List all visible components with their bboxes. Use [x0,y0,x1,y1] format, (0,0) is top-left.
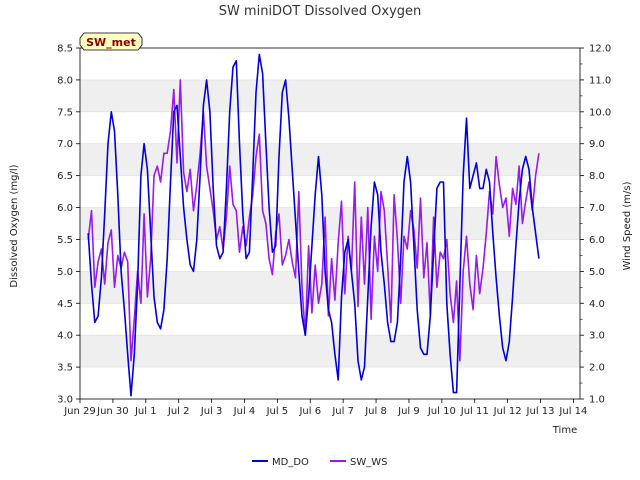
x-tick-label: Jul 12 [493,406,522,417]
chart-title: SW miniDOT Dissolved Oxygen [219,4,422,19]
x-tick-label: Jul 8 [364,406,387,417]
grid-band [80,79,580,112]
grid-bands [80,47,580,400]
y2-tick-label: 9.0 [589,139,605,150]
legend-label-md-do: MD_DO [272,457,309,468]
y-tick-label: 5.5 [57,235,73,246]
x-tick-label: Jul 1 [134,406,157,417]
x-tick-label: Jun 29 [63,406,96,417]
x-tick-label: Jul 13 [526,406,555,417]
x-tick-label: Jul 14 [558,406,587,417]
x-tick-label: Jul 5 [266,406,289,417]
x-tick-label: Jul 2 [167,406,190,417]
y-tick-label: 8.0 [57,75,73,86]
y2-tick-label: 12.0 [589,44,611,55]
y-tick-label: 4.0 [57,331,73,342]
y-axis-left: 3.0 3.5 4.0 4.5 5.0 5.5 6.0 6.5 7.0 7.5 8.0 8.5 [57,44,80,406]
x-axis-title: Time [552,425,577,436]
y2-tick-label: 1.0 [589,395,605,406]
y-tick-label: 3.0 [57,395,73,406]
y-tick-label: 7.5 [57,107,73,118]
grid-band [80,207,580,240]
x-tick-label: Jun 30 [96,406,129,417]
station-badge: SW_met [79,32,143,51]
series-layer [87,53,540,397]
y2-tick-label: 8.0 [589,171,605,182]
y2-tick-label: 6.0 [589,235,605,246]
y-tick-label: 7.0 [57,139,73,150]
x-tick-label: Jul 4 [233,406,256,417]
badge-box [79,32,143,51]
x-tick-label: Jul 10 [427,406,456,417]
y-axis-title: Dissolved Oxygen (mg/l) [9,164,20,287]
y2-axis-title: Wind Speed (m/s) [622,181,633,270]
y-tick-label: 4.5 [57,299,73,310]
y2-tick-label: 2.0 [589,363,605,374]
badge-label: SW_met [86,36,136,49]
x-tick-label: Jul 9 [397,406,420,417]
grid-band [80,335,580,368]
y-axis-right: 1.0 2.0 3.0 4.0 5.0 6.0 7.0 8.0 9.0 10.0 11.0 12.0 [580,44,611,406]
y2-tick-label: 7.0 [589,203,605,214]
y-tick-label: 6.5 [57,171,73,182]
series-line-md-do [87,53,540,397]
y2-tick-label: 5.0 [589,267,605,278]
x-tick-label: Jul 6 [298,406,321,417]
legend-label-sw-ws: SW_WS [350,457,387,468]
series-line-sw-ws [87,79,540,362]
y2-tick-label: 3.0 [589,331,605,342]
x-tick-label: Jul 7 [331,406,354,417]
x-tick-label: Jul 3 [200,406,223,417]
y-tick-label: 3.5 [57,363,73,374]
x-tick-label: Jul 11 [460,406,489,417]
y-tick-label: 8.5 [57,44,73,55]
y2-tick-label: 10.0 [589,107,611,118]
legend: MD_DO SW_WS [252,457,387,468]
x-axis: Jun 29 Jun 30 Jul 1 Jul 2 Jul 3 Jul 4 Jul 5 Jul… [63,399,587,417]
y2-tick-label: 4.0 [589,299,605,310]
y2-tick-label: 11.0 [589,75,611,86]
y-tick-label: 5.0 [57,267,73,278]
y-tick-label: 6.0 [57,203,73,214]
